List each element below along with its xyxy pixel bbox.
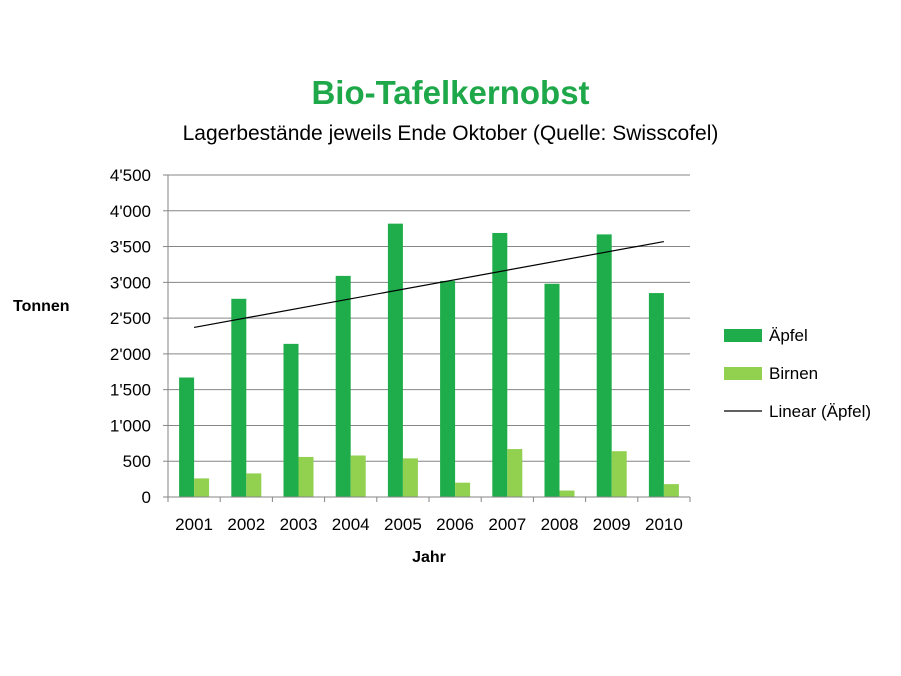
bar-birnen — [350, 455, 366, 497]
bar-aepfel — [335, 275, 351, 497]
x-tick-label: 2004 — [332, 515, 370, 534]
x-tick-label: 2003 — [280, 515, 318, 534]
y-tick-label: 3'500 — [110, 238, 151, 257]
y-tick-label: 2'000 — [110, 345, 151, 364]
x-tick-label: 2010 — [645, 515, 683, 534]
x-tick-label: 2005 — [384, 515, 422, 534]
bar-aepfel — [179, 377, 195, 497]
bars — [179, 223, 679, 497]
axes — [163, 174, 691, 502]
bar-aepfel — [648, 293, 664, 497]
x-tick-label: 2002 — [227, 515, 265, 534]
legend-label: Linear (Äpfel) — [769, 402, 871, 421]
y-tick-label: 4'000 — [110, 202, 151, 221]
y-tick-label: 1'000 — [110, 416, 151, 435]
bar-birnen — [559, 490, 575, 497]
bar-birnen — [663, 484, 679, 497]
chart-title: Bio-Tafelkernobst — [311, 74, 590, 111]
y-tick-label: 0 — [142, 488, 151, 507]
chart-subtitle: Lagerbestände jeweils Ende Oktober (Quel… — [182, 122, 719, 145]
x-tick-label: 2008 — [541, 515, 579, 534]
bar-aepfel — [231, 298, 247, 497]
y-tick-label: 1'500 — [110, 381, 151, 400]
y-tick-labels: 0 500 1'000 1'500 2'000 2'500 3'000 3'500 4'000 4… — [110, 166, 151, 507]
x-tick-label: 2009 — [593, 515, 631, 534]
legend-swatch — [724, 367, 762, 380]
y-tick-label: 3'000 — [110, 273, 151, 292]
x-tick-label: 2001 — [175, 515, 213, 534]
bar-aepfel — [596, 234, 612, 497]
legend-swatch — [724, 329, 762, 342]
legend: Äpfel Birnen Linear (Äpfel) — [724, 326, 871, 421]
x-tick-label: 2007 — [488, 515, 526, 534]
bar-aepfel — [492, 232, 508, 497]
y-tick-label: 500 — [123, 452, 151, 471]
bar-birnen — [455, 482, 471, 497]
x-tick-label: 2006 — [436, 515, 474, 534]
legend-label: Äpfel — [769, 326, 808, 345]
legend-label: Birnen — [769, 364, 818, 383]
bar-birnen — [507, 449, 523, 497]
bar-aepfel — [387, 223, 403, 497]
y-axis-label: Tonnen — [13, 298, 70, 315]
bar-aepfel — [544, 283, 560, 497]
trendline-line — [193, 240, 665, 329]
bar-birnen — [194, 478, 210, 497]
bar-aepfel — [440, 280, 456, 497]
trendline — [193, 240, 665, 329]
y-tick-label: 2'500 — [110, 309, 151, 328]
x-tick-labels: 2001 2002 2003 2004 2005 2006 2007 2008 2009 2010 — [175, 515, 683, 534]
bar-birnen — [402, 458, 418, 497]
bar-birnen — [298, 456, 314, 497]
y-tick-label: 4'500 — [110, 166, 151, 185]
bar-birnen — [611, 451, 627, 497]
bar-aepfel — [283, 343, 299, 497]
bar-birnen — [246, 473, 262, 497]
x-axis-label: Jahr — [412, 549, 446, 566]
